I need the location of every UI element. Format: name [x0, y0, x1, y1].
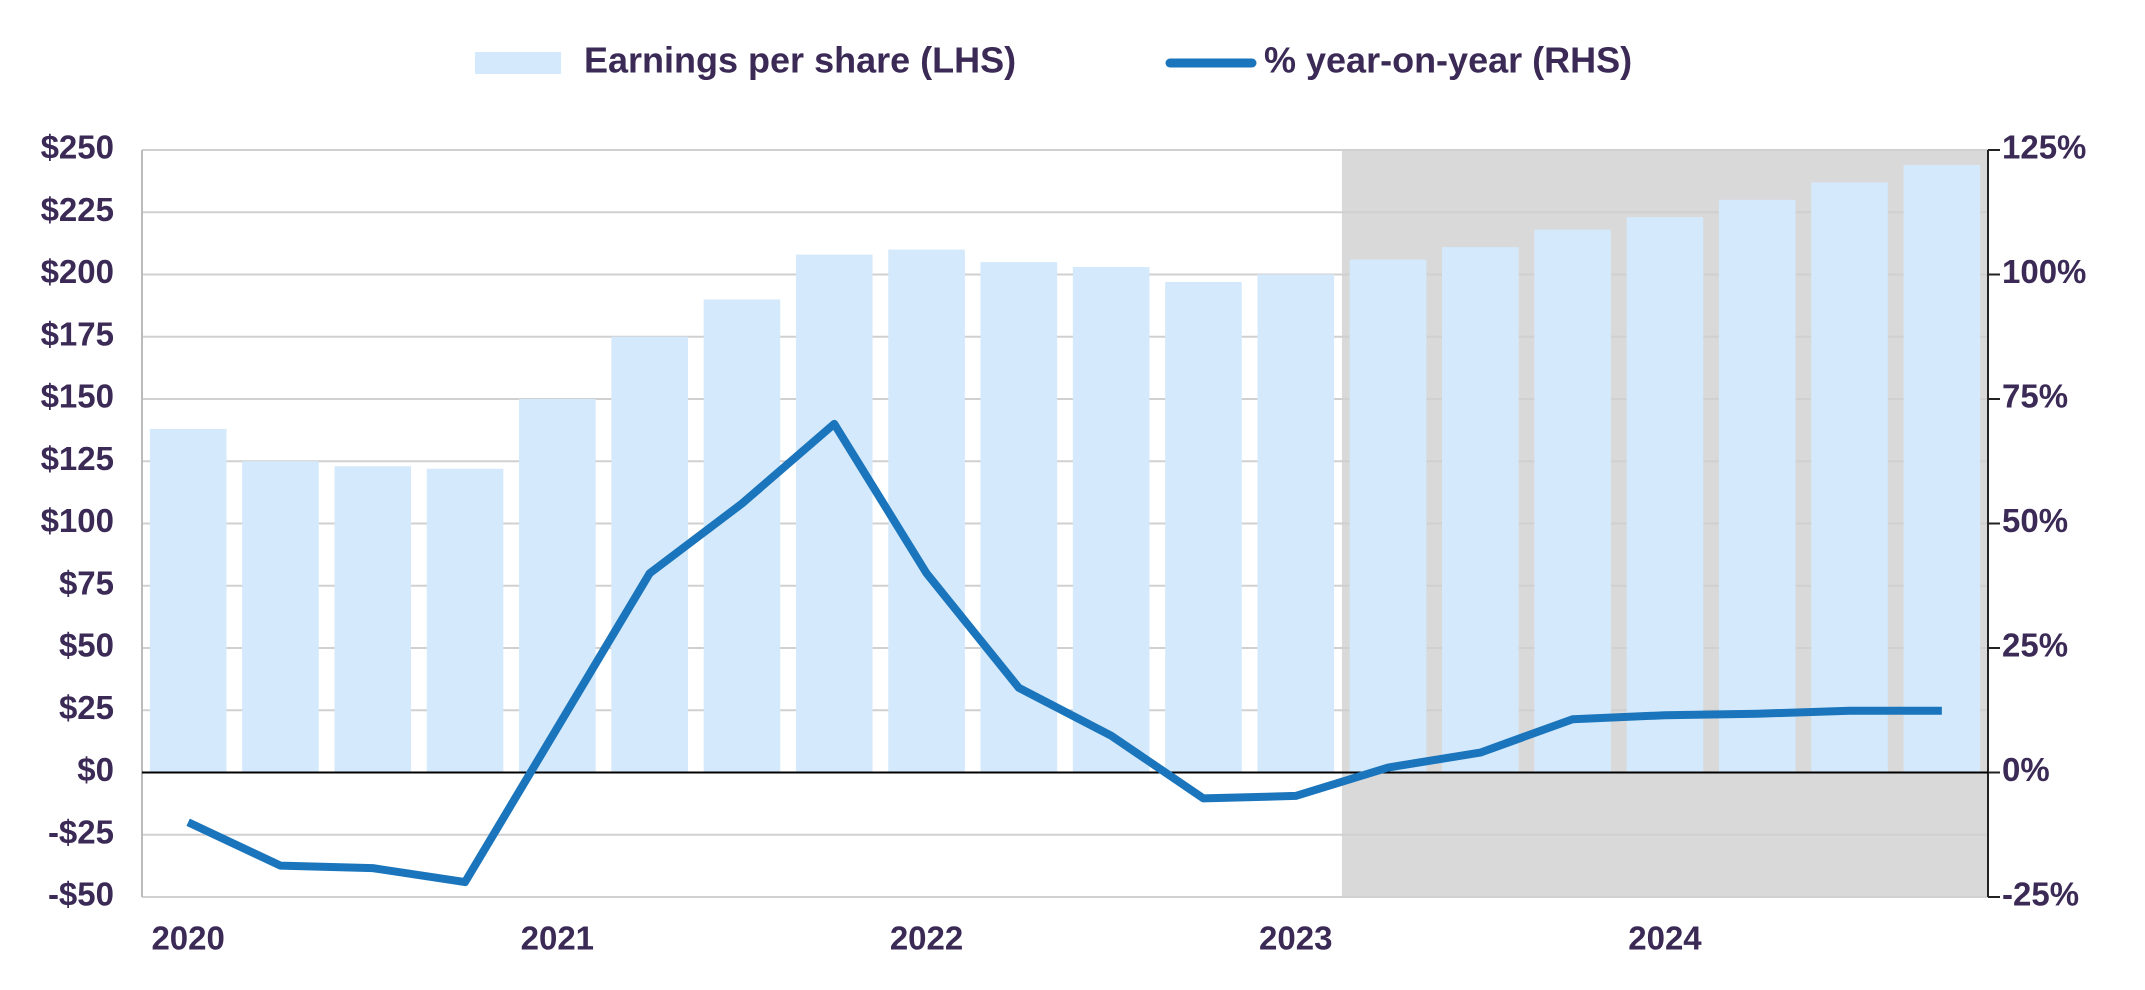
bar: [1257, 274, 1335, 773]
x-tick-label: 2021: [521, 920, 594, 957]
bar: [426, 468, 504, 773]
y2-tick-label: 25%: [2002, 627, 2068, 664]
y-tick-label: $25: [59, 689, 114, 726]
y2-tick-label: 0%: [2002, 751, 2050, 788]
bar: [980, 262, 1058, 773]
y-tick-label: $250: [41, 129, 114, 166]
y-tick-label: $175: [41, 315, 114, 352]
y-tick-label: $125: [41, 440, 114, 477]
bar: [1811, 182, 1888, 773]
y-tick-label: -$25: [48, 813, 114, 850]
bar: [242, 461, 319, 773]
y-tick-label: $0: [77, 751, 114, 788]
x-tick-label: 2020: [151, 920, 224, 957]
bar: [888, 249, 965, 773]
bar: [1442, 247, 1519, 773]
bar: [1349, 259, 1427, 773]
bar: [1903, 164, 1981, 773]
bar: [149, 428, 227, 773]
y-tick-label: $200: [41, 253, 114, 290]
y-tick-label: -$50: [48, 876, 114, 913]
legend-label: % year-on-year (RHS): [1264, 40, 1632, 81]
bar: [334, 466, 412, 773]
y2-tick-label: 125%: [2002, 129, 2086, 166]
y-tick-label: $50: [59, 627, 114, 664]
bar: [519, 399, 596, 773]
y-tick-label: $150: [41, 378, 114, 415]
bar: [1626, 217, 1704, 773]
legend-label: Earnings per share (LHS): [584, 40, 1016, 81]
y-tick-label: $225: [41, 191, 114, 228]
bar: [1718, 199, 1796, 773]
y2-tick-label: 75%: [2002, 378, 2068, 415]
bar: [795, 254, 873, 773]
x-tick-label: 2024: [1628, 920, 1702, 957]
legend-swatch: [475, 52, 561, 74]
bar: [1072, 267, 1150, 773]
y2-tick-label: 50%: [2002, 502, 2068, 539]
bar: [703, 299, 781, 773]
y-tick-label: $75: [59, 564, 114, 601]
y-tick-label: $100: [41, 502, 114, 539]
bar: [1165, 281, 1242, 773]
x-tick-label: 2023: [1259, 920, 1332, 957]
y2-tick-label: -25%: [2002, 876, 2079, 913]
y2-tick-label: 100%: [2002, 253, 2086, 290]
bar: [1534, 229, 1611, 773]
line-series: [186, 419, 1942, 887]
x-tick-label: 2022: [890, 920, 963, 957]
